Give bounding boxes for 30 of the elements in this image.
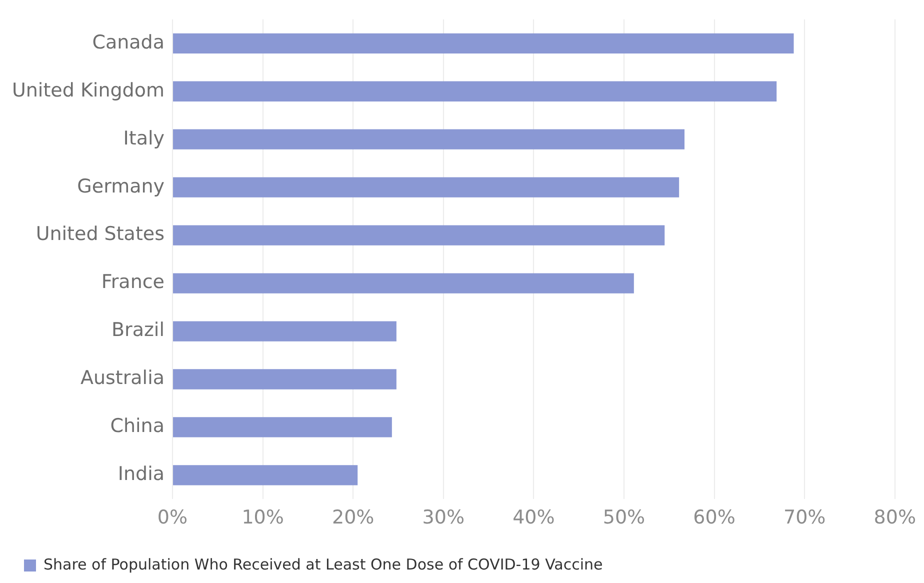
y-tick-label: Canada bbox=[92, 31, 164, 54]
bar bbox=[173, 369, 396, 390]
y-tick-label: Italy bbox=[123, 127, 164, 150]
x-tick-label: 70% bbox=[783, 506, 826, 529]
bar bbox=[173, 129, 684, 150]
x-tick-label: 80% bbox=[874, 506, 916, 529]
y-tick-label: United States bbox=[36, 223, 164, 246]
x-tick-label: 0% bbox=[157, 506, 188, 529]
x-tick-label: 10% bbox=[242, 506, 284, 529]
bar bbox=[173, 81, 777, 102]
x-tick-label: 60% bbox=[693, 506, 736, 529]
bar bbox=[173, 177, 680, 198]
legend-label: Share of Population Who Received at Least One Dose of COVID-19 Vaccine bbox=[44, 555, 603, 574]
y-tick-label: United Kingdom bbox=[12, 79, 164, 102]
bar bbox=[173, 321, 396, 342]
bar bbox=[173, 465, 358, 486]
x-tick-label: 50% bbox=[602, 506, 646, 529]
x-tick-label: 20% bbox=[332, 506, 374, 529]
y-tick-label: France bbox=[101, 271, 164, 294]
y-tick-label: Brazil bbox=[111, 319, 164, 342]
y-tick-label: India bbox=[118, 463, 164, 486]
bar bbox=[173, 417, 392, 438]
x-tick-label: 40% bbox=[512, 506, 555, 529]
bar bbox=[173, 225, 665, 246]
y-tick-label: China bbox=[110, 415, 164, 438]
y-tick-label: Australia bbox=[80, 367, 164, 390]
y-tick-label: Germany bbox=[77, 175, 164, 198]
bar bbox=[173, 273, 634, 294]
x-tick-label: 30% bbox=[422, 506, 465, 529]
bar bbox=[173, 33, 794, 54]
